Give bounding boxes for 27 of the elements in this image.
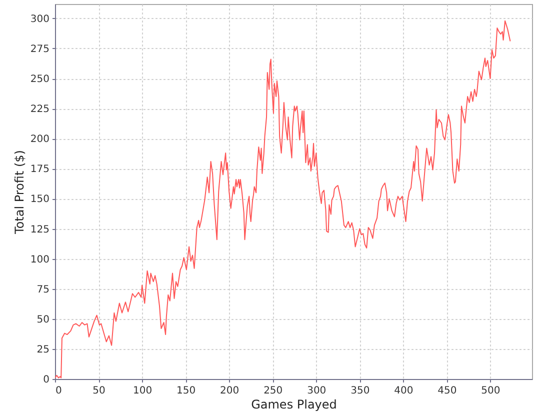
- x-axis-title: Games Played: [251, 398, 337, 412]
- line-series: [55, 20, 511, 378]
- y-axis-title: Total Profit ($): [12, 150, 26, 235]
- y-tick-label: 75: [36, 284, 50, 296]
- y-tick-label: 25: [36, 344, 50, 356]
- y-tick-label: 175: [30, 164, 50, 176]
- y-tick-label: 225: [30, 104, 50, 116]
- x-tick-label: 500: [481, 386, 500, 396]
- y-tick-label: 0: [43, 374, 50, 386]
- y-tick-label: 275: [30, 44, 50, 55]
- y-tick-label: 300: [30, 14, 50, 25]
- x-tick-label: 350: [350, 386, 370, 396]
- x-tick-label: 300: [307, 386, 326, 396]
- y-tick-label: 100: [30, 254, 50, 266]
- y-tick-label: 50: [36, 314, 50, 326]
- x-tick-label: 250: [264, 386, 283, 396]
- x-tick-label: 450: [438, 386, 457, 396]
- y-tick-label: 125: [30, 224, 50, 236]
- x-tick-label: 200: [220, 386, 240, 396]
- x-tick-label: 400: [394, 386, 414, 396]
- x-tick-label: 100: [132, 386, 152, 396]
- y-tick-label: 150: [30, 194, 50, 206]
- y-tick-label: 250: [30, 74, 50, 86]
- x-tick-label: 50: [92, 386, 106, 396]
- x-tick-label: 0: [56, 386, 62, 396]
- y-tick-label: 200: [30, 134, 50, 146]
- x-tick-label: 150: [176, 386, 196, 396]
